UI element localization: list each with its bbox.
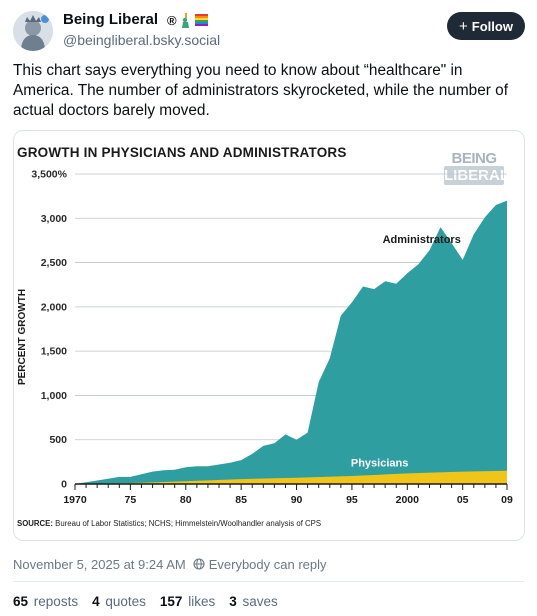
reply-setting: Everybody can reply bbox=[208, 556, 327, 572]
follow-label: Follow bbox=[471, 18, 513, 34]
author-badges: ® bbox=[167, 12, 208, 28]
x-tick-label: 09 bbox=[501, 494, 513, 506]
author-handle[interactable]: @beingliberal.bsky.social bbox=[63, 32, 221, 48]
registered-badge: ® bbox=[167, 12, 177, 28]
post-header: Being Liberal ® @beingliberal.bsky.socia… bbox=[0, 0, 537, 60]
globe-icon bbox=[193, 558, 205, 570]
y-tick-label: 1,500 bbox=[41, 346, 67, 358]
y-tick-label: 0 bbox=[61, 479, 67, 491]
y-tick-label: 3,000 bbox=[41, 213, 67, 225]
plus-icon: + bbox=[459, 17, 468, 35]
reposts-label: reposts bbox=[33, 593, 79, 609]
author-name[interactable]: Being Liberal bbox=[63, 11, 159, 28]
post-text: This chart says everything you need to k… bbox=[13, 62, 508, 119]
quotes-stat[interactable]: 4 quotes bbox=[92, 594, 146, 609]
administrators-annotation: Administrators bbox=[383, 234, 461, 246]
follow-button[interactable]: + Follow bbox=[447, 12, 525, 40]
area-chart: 3,500% 3,000 2,500 2,000 1,500 1,000 500 0 1970 7… bbox=[17, 169, 513, 507]
timestamp-row: November 5, 2025 at 9:24 AM Everybody ca… bbox=[13, 556, 327, 572]
x-tick-label: 1970 bbox=[63, 494, 87, 506]
y-tick-label: 2,000 bbox=[41, 301, 67, 313]
physicians-area bbox=[75, 470, 507, 484]
x-tick-label: 85 bbox=[235, 494, 247, 506]
y-tick-label: 1,000 bbox=[41, 390, 67, 402]
watermark-line-2: LIBERAL bbox=[444, 167, 509, 184]
post-timestamp[interactable]: November 5, 2025 at 9:24 AM bbox=[13, 556, 186, 572]
y-tick-label: 2,500 bbox=[41, 257, 67, 269]
chart-source: SOURCE: Bureau of Labor Statistics; NCHS… bbox=[17, 519, 321, 528]
engagement-stats: 65 reposts 4 quotes 157 likes 3 saves bbox=[13, 592, 292, 610]
saves-label: saves bbox=[242, 593, 278, 609]
likes-count: 157 bbox=[159, 593, 183, 609]
x-tick-label: 80 bbox=[180, 494, 192, 506]
statue-of-liberty-icon bbox=[181, 13, 189, 28]
x-tick-label: 75 bbox=[125, 494, 137, 506]
y-tick-label: 3,500% bbox=[31, 169, 67, 181]
avatar[interactable] bbox=[13, 11, 53, 51]
saves-count: 3 bbox=[229, 593, 237, 609]
physicians-annotation: Physicians bbox=[351, 458, 408, 470]
likes-label: likes bbox=[188, 593, 216, 609]
source-label: SOURCE: bbox=[17, 519, 53, 528]
saves-stat[interactable]: 3 saves bbox=[229, 594, 278, 609]
divider bbox=[13, 581, 524, 582]
quotes-count: 4 bbox=[92, 593, 100, 609]
watermark-line-1: BEING bbox=[451, 150, 497, 167]
chart-image[interactable]: GROWTH IN PHYSICIANS AND ADMINISTRATORS … bbox=[13, 130, 525, 541]
chart-title: GROWTH IN PHYSICIANS AND ADMINISTRATORS bbox=[17, 145, 347, 160]
y-axis-label: PERCENT GROWTH bbox=[17, 289, 28, 385]
watermark-logo: BEING LIBERAL bbox=[444, 150, 509, 185]
liberty-portrait-avatar bbox=[13, 11, 53, 51]
source-text: Bureau of Labor Statistics; NCHS; Himmel… bbox=[55, 519, 322, 528]
reposts-count: 65 bbox=[13, 593, 29, 609]
x-tick-label: 2000 bbox=[396, 494, 420, 506]
x-tick-label: 05 bbox=[457, 494, 469, 506]
x-tick-label: 95 bbox=[346, 494, 358, 506]
x-tick-label: 90 bbox=[291, 494, 303, 506]
quotes-label: quotes bbox=[105, 593, 146, 609]
y-tick-label: 500 bbox=[49, 434, 67, 446]
likes-stat[interactable]: 157 likes bbox=[160, 594, 215, 609]
rainbow-flag-icon bbox=[194, 14, 208, 26]
administrators-area bbox=[75, 200, 507, 484]
reposts-stat[interactable]: 65 reposts bbox=[13, 594, 78, 609]
